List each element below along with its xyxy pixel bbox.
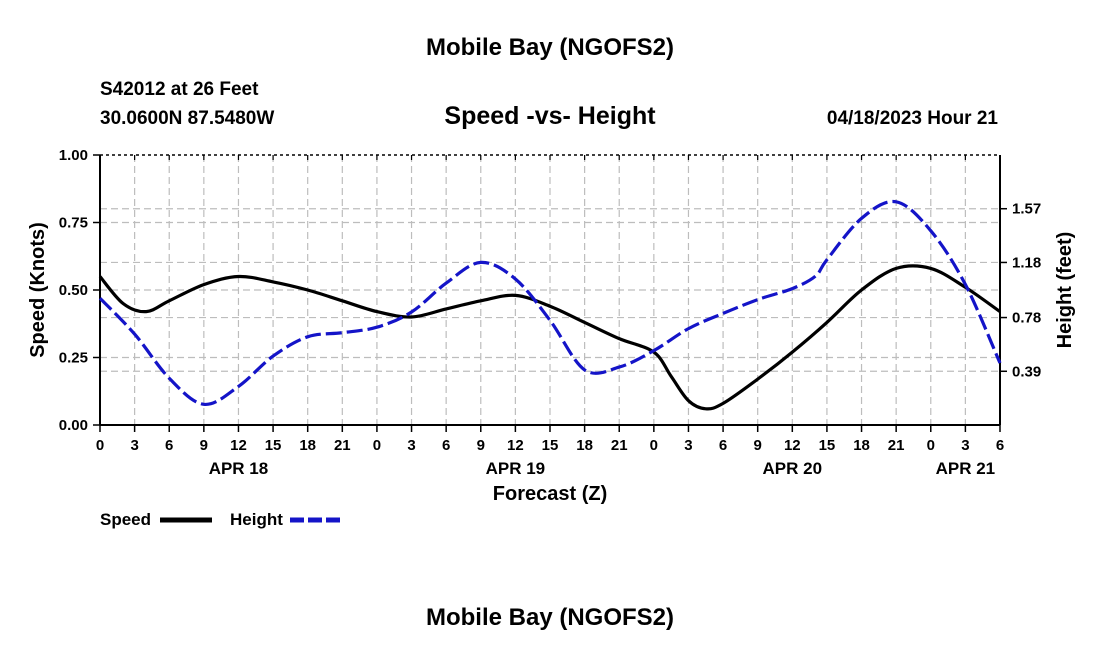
coordinates-label: 30.0600N 87.5480W bbox=[100, 108, 274, 129]
y-left-tick-label: 1.00 bbox=[59, 147, 88, 164]
x-tick-label: 21 bbox=[334, 437, 351, 454]
x-tick-label: 0 bbox=[373, 437, 381, 454]
x-tick-label: 0 bbox=[650, 437, 658, 454]
x-tick-label: 6 bbox=[719, 437, 727, 454]
x-tick-label: 15 bbox=[265, 437, 282, 454]
x-tick-label: 9 bbox=[754, 437, 762, 454]
station-label: S42012 at 26 Feet bbox=[100, 79, 259, 100]
x-tick-label: 3 bbox=[961, 437, 969, 454]
x-tick-label: 9 bbox=[477, 437, 485, 454]
datetime-label: 04/18/2023 Hour 21 bbox=[827, 108, 999, 129]
x-tick-label: 18 bbox=[576, 437, 593, 454]
x-tick-label: 3 bbox=[684, 437, 692, 454]
y-left-tick-label: 0.25 bbox=[59, 350, 88, 367]
y-left-tick-label: 0.75 bbox=[59, 215, 88, 232]
x-tick-label: 12 bbox=[230, 437, 247, 454]
date-label: APR 18 bbox=[209, 459, 269, 478]
chart-legend: Speed Height bbox=[100, 510, 342, 529]
x-tick-label: 9 bbox=[200, 437, 208, 454]
x-tick-label: 0 bbox=[96, 437, 104, 454]
x-tick-label: 3 bbox=[407, 437, 415, 454]
series-line-speed bbox=[98, 264, 1001, 411]
y-right-tick-label: 1.57 bbox=[1012, 201, 1041, 218]
x-axis-title: Forecast (Z) bbox=[493, 483, 607, 505]
x-tick-label: 18 bbox=[853, 437, 870, 454]
y-right-tick-label: 1.18 bbox=[1012, 254, 1041, 271]
y-left-tick-label: 0.00 bbox=[59, 417, 88, 434]
y-left-tick-label: 0.50 bbox=[59, 282, 88, 299]
legend-speed-label: Speed bbox=[100, 510, 151, 529]
x-tick-label: 12 bbox=[507, 437, 524, 454]
x-tick-label: 6 bbox=[165, 437, 173, 454]
x-tick-label: 12 bbox=[784, 437, 801, 454]
series-line-height bbox=[98, 199, 1002, 406]
legend-height-label: Height bbox=[230, 510, 283, 529]
x-tick-label: 21 bbox=[888, 437, 905, 454]
x-tick-label: 6 bbox=[442, 437, 450, 454]
footer-title: Mobile Bay (NGOFS2) bbox=[426, 604, 674, 631]
y-right-tick-label: 0.39 bbox=[1012, 363, 1041, 380]
date-label: APR 21 bbox=[936, 459, 996, 478]
x-tick-label: 15 bbox=[542, 437, 559, 454]
date-label: APR 19 bbox=[486, 459, 546, 478]
x-tick-label: 18 bbox=[299, 437, 316, 454]
x-tick-label: 0 bbox=[927, 437, 935, 454]
date-label: APR 20 bbox=[763, 459, 823, 478]
chart-subtitle: Speed -vs- Height bbox=[444, 102, 656, 130]
chart-ticks: 0 3 6 9 12 15 18 21 0 3 6 9 12 15 18 21 0 3 6 9 12 15 18 21 0 3 6A… bbox=[59, 147, 1041, 478]
x-tick-label: 3 bbox=[130, 437, 138, 454]
x-tick-label: 6 bbox=[996, 437, 1004, 454]
right-axis-title: Height (feet) bbox=[1054, 232, 1076, 349]
y-right-tick-label: 0.78 bbox=[1012, 310, 1041, 327]
chart-series bbox=[98, 199, 1002, 411]
x-tick-label: 21 bbox=[611, 437, 628, 454]
chart-grid bbox=[100, 155, 1000, 425]
x-tick-label: 15 bbox=[819, 437, 836, 454]
page-title: Mobile Bay (NGOFS2) bbox=[426, 34, 674, 61]
left-axis-title: Speed (Knots) bbox=[27, 222, 49, 358]
